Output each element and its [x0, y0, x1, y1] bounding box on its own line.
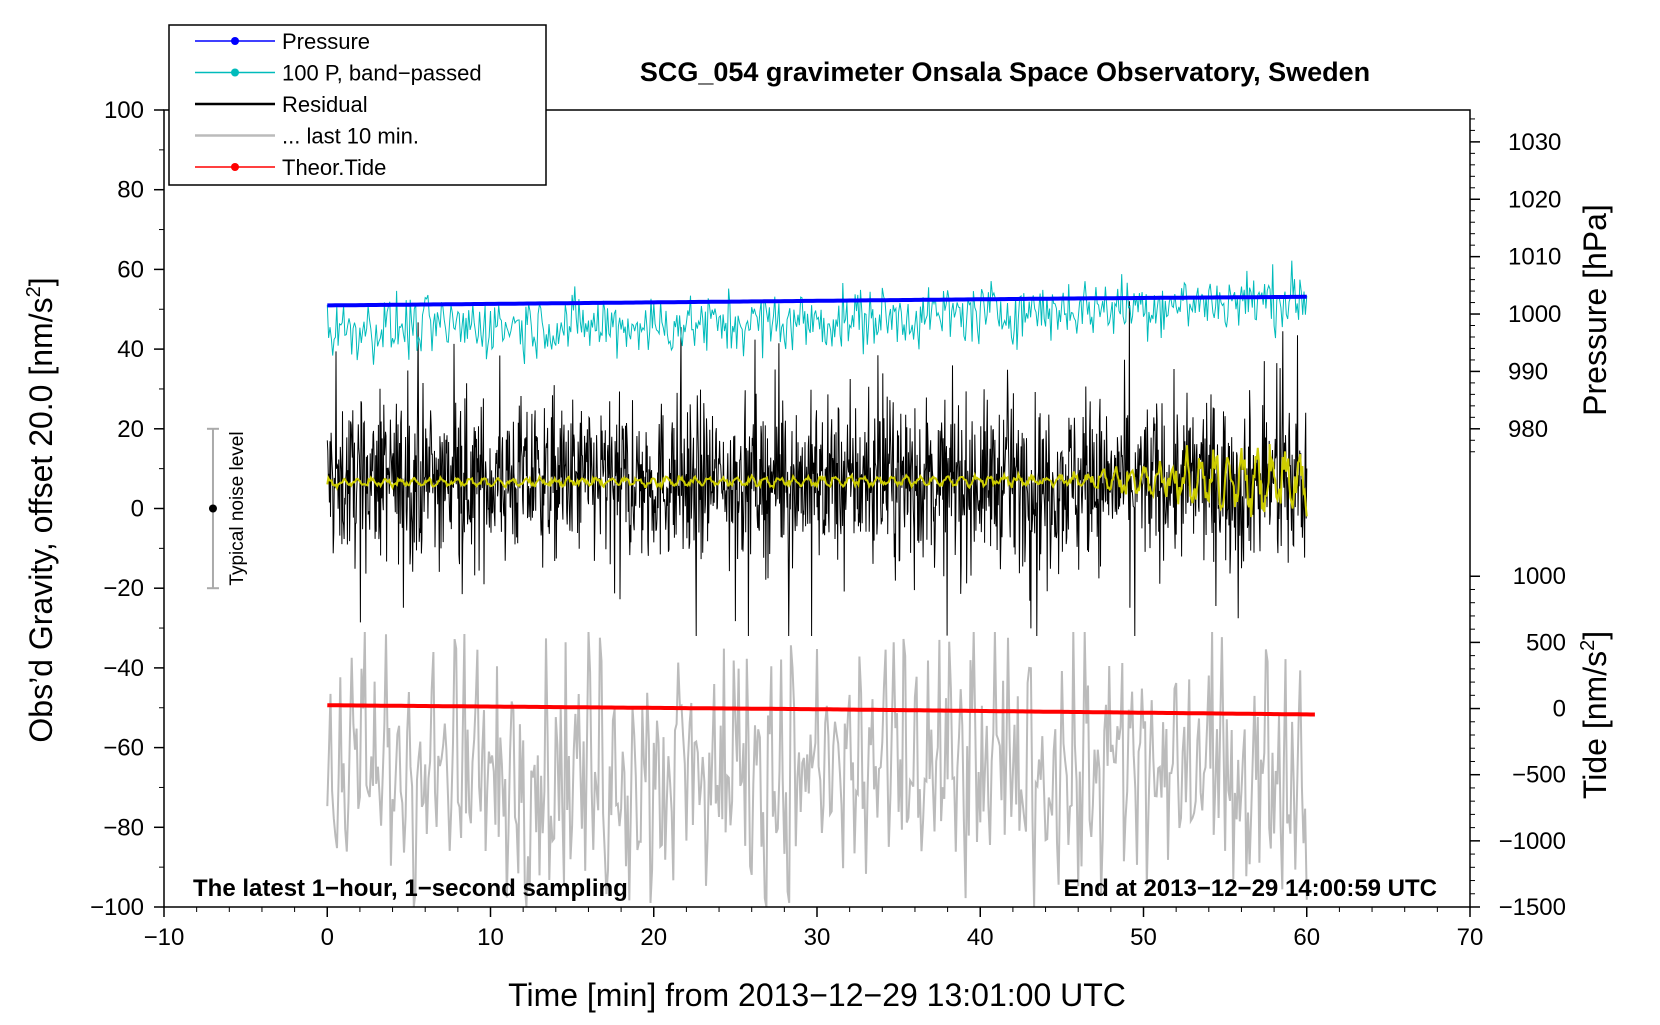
x-tick-label: −10: [144, 924, 185, 951]
y-axis-title-left-text: Obs’d Gravity, offset 20.0 [nm/s: [23, 297, 59, 742]
x-axis-title: Time [min] from 2013−12−29 13:01:00 UTC: [508, 977, 1126, 1013]
legend: Pressure 100 P, band−passed Residual ... la…: [168, 24, 547, 186]
legend-label: 100 P, band−passed: [282, 61, 482, 86]
pressure-tick-label: 1020: [1508, 186, 1561, 213]
residual-smoothed-line: [326, 443, 1308, 518]
tide-tick-label: 500: [1526, 629, 1566, 656]
legend-item: ... last 10 min.: [195, 124, 419, 149]
series-residual-smoothed: [326, 443, 1308, 518]
pressure-bandpassed-line: [326, 260, 1308, 365]
pressure-tick-label: 1000: [1508, 301, 1561, 328]
pressure-tick-label: 990: [1508, 358, 1548, 385]
y-tick-label: 60: [117, 256, 144, 283]
pressure-tick-label: 980: [1508, 416, 1548, 443]
pressure-tick-label: 1010: [1508, 244, 1561, 271]
last-10-min-line: [326, 631, 1308, 908]
tide-line: [327, 703, 1315, 717]
noise-center-dot: [208, 504, 217, 513]
pressure-line: [327, 294, 1307, 308]
noise-indicator: Typical noise level: [206, 427, 248, 590]
y-axis-title-left-sup: 2: [23, 286, 45, 297]
legend-item: Residual: [195, 92, 368, 117]
y-tick-label: 40: [117, 336, 144, 363]
y-tick-label: 100: [104, 97, 144, 124]
y-tick-label: −60: [103, 735, 144, 762]
tide-tick-label: −500: [1512, 762, 1566, 789]
x-tick-label: 30: [804, 924, 831, 951]
noise-level-label: Typical noise level: [227, 431, 248, 585]
sampling-note: The latest 1−hour, 1−second sampling: [193, 875, 628, 902]
y-axis-title-tide: Tide [nm/s2]: [1577, 631, 1613, 799]
x-tick-label: 60: [1293, 924, 1320, 951]
x-tick-label: 10: [477, 924, 504, 951]
y-tick-label: −80: [103, 814, 144, 841]
x-tick-label: 20: [640, 924, 667, 951]
pressure-tick-label: 1030: [1508, 129, 1561, 156]
y-tick-label: −20: [103, 575, 144, 602]
series-theoretical-tide: [327, 703, 1315, 717]
tide-tick-label: 1000: [1513, 563, 1566, 590]
x-tick-label: 70: [1457, 924, 1484, 951]
legend-item: Theor.Tide: [195, 155, 386, 180]
y-tick-label: −40: [103, 655, 144, 682]
legend-item: 100 P, band−passed: [195, 61, 482, 86]
legend-item: Pressure: [195, 29, 370, 54]
series-pressure-bandpassed: [326, 260, 1308, 365]
y-axis-title-pressure: Pressure [hPa]: [1577, 204, 1613, 416]
y-tick-label: 80: [117, 177, 144, 204]
legend-label: Theor.Tide: [282, 155, 386, 180]
end-time-note: End at 2013−12−29 14:00:59 UTC: [1063, 875, 1437, 902]
x-tick-label: 50: [1130, 924, 1157, 951]
y-tick-label: 20: [117, 416, 144, 443]
tide-tick-label: −1000: [1499, 828, 1566, 855]
chart-title: SCG_054 gravimeter Onsala Space Observat…: [640, 57, 1370, 87]
x-tick-label: 0: [321, 924, 334, 951]
tide-tick-label: −1500: [1499, 894, 1566, 921]
y-axis-title-left-end: ]: [23, 277, 59, 286]
legend-label: ... last 10 min.: [282, 124, 419, 149]
legend-swatch-marker: [231, 37, 239, 45]
legend-swatch-marker: [231, 68, 239, 77]
y-axis-title-tide-end: ]: [1577, 631, 1613, 640]
series-layer: [326, 260, 1315, 908]
axes-layer: −10 0 10 20 30 40 50 60 70−100−80−60−40−20020406…: [90, 97, 1566, 951]
series-last-10-min: [326, 631, 1308, 908]
y-tick-label: −100: [90, 894, 144, 921]
y-axis-title-tide-sup: 2: [1577, 640, 1599, 651]
y-tick-label: 0: [131, 496, 144, 523]
x-tick-label: 40: [967, 924, 994, 951]
tide-tick-label: 0: [1553, 696, 1566, 723]
legend-label: Residual: [282, 92, 368, 117]
series-pressure: [327, 294, 1307, 308]
legend-label: Pressure: [282, 29, 370, 54]
legend-swatch-marker: [231, 163, 239, 171]
y-axis-title-left: Obs’d Gravity, offset 20.0 [nm/s2]: [23, 277, 59, 742]
y-axis-title-tide-text: Tide [nm/s: [1577, 651, 1613, 799]
